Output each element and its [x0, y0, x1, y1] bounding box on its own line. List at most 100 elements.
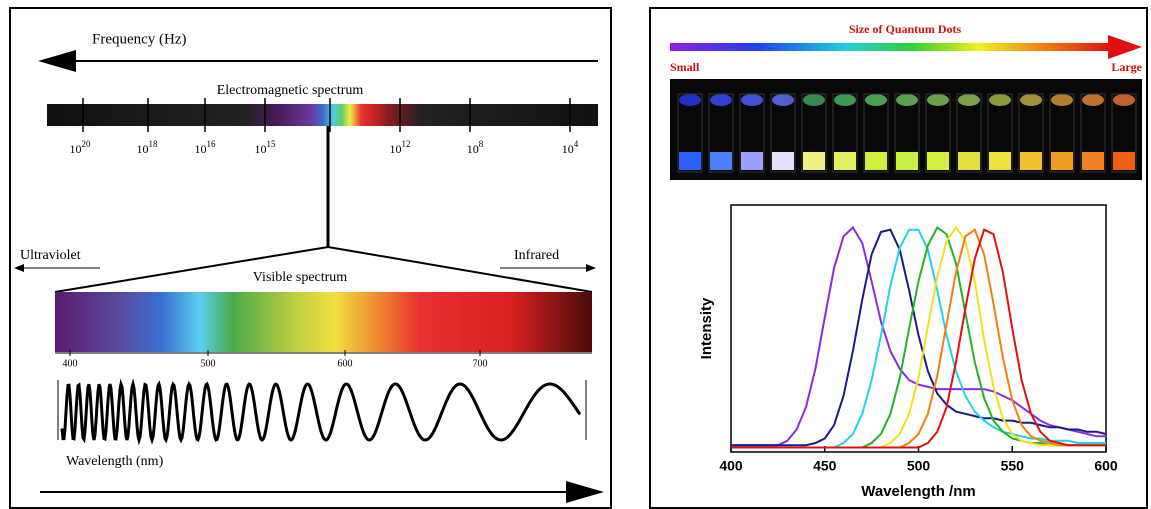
- visible-tick-label: 700: [473, 358, 488, 369]
- em-bar: [47, 104, 598, 126]
- infrared-label: Infrared: [514, 248, 559, 263]
- vial-meniscus: [710, 94, 732, 106]
- vial-solution: [1051, 152, 1073, 170]
- vial-meniscus: [1113, 94, 1135, 106]
- vial-body: [832, 93, 858, 173]
- vial-meniscus: [803, 94, 825, 106]
- vial-meniscus: [927, 94, 949, 106]
- frequency-tick-label: 1012: [390, 139, 411, 156]
- vial-body: [739, 93, 765, 173]
- tick-base: 10: [467, 142, 479, 156]
- vial-solution: [710, 152, 732, 170]
- x-axis-label: Wavelength /nm: [861, 483, 975, 500]
- vial-body: [987, 93, 1013, 173]
- tick-exponent: 4: [574, 139, 579, 149]
- quantum-dot-panel: Size of Quantum Dots Small Large 400 450 5…: [649, 7, 1148, 509]
- ultraviolet-label: Ultraviolet: [20, 248, 81, 263]
- frequency-tick-label: 1020: [70, 139, 92, 156]
- qd-title: Size of Quantum Dots: [849, 22, 962, 36]
- vial-solution: [834, 152, 856, 170]
- visible-tick-label: 400: [63, 358, 78, 369]
- frequency-ticks: 1020 1018 1016 1015 1012 108 104: [70, 98, 579, 156]
- vial-solution: [741, 152, 763, 170]
- vial-meniscus: [865, 94, 887, 106]
- large-label: Large: [1111, 60, 1142, 74]
- y-axis-label: Intensity: [698, 297, 715, 359]
- vial-body: [863, 93, 889, 173]
- vial-meniscus: [896, 94, 918, 106]
- visible-ticks: 400 500 600 700: [63, 350, 488, 369]
- tick-base: 10: [390, 142, 402, 156]
- vial-body: [956, 93, 982, 173]
- vial-meniscus: [834, 94, 856, 106]
- vial-solution: [927, 152, 949, 170]
- vial-solution: [1020, 152, 1042, 170]
- zoom-fan: [54, 245, 593, 293]
- visible-bar: [55, 292, 592, 352]
- vial-body: [708, 93, 734, 173]
- vial-body: [1049, 93, 1075, 173]
- tick-exponent: 18: [149, 139, 159, 149]
- vial-meniscus: [741, 94, 763, 106]
- vial-body: [677, 93, 703, 173]
- frequency-arrowhead: [38, 50, 76, 72]
- tick-exponent: 12: [402, 139, 411, 149]
- size-arrowhead: [1108, 35, 1142, 59]
- vial-meniscus: [989, 94, 1011, 106]
- vial-body: [1018, 93, 1044, 173]
- vial-meniscus: [679, 94, 701, 106]
- vial-body: [801, 93, 827, 173]
- vial-meniscus: [1082, 94, 1104, 106]
- ir-arrowhead: [586, 264, 596, 272]
- vial-solution: [1113, 152, 1135, 170]
- uv-arrowhead: [14, 264, 24, 272]
- tick-base: 10: [70, 142, 82, 156]
- frequency-tick-label: 1016: [195, 139, 217, 156]
- tick-exponent: 16: [207, 139, 217, 149]
- tick-base: 10: [562, 142, 574, 156]
- em-title: Electromagnetic spectrum: [217, 83, 364, 98]
- emission-chart: 400 450 500 550 600 Wavelength /nm Intensity: [698, 204, 1118, 500]
- visible-title: Visible spectrum: [253, 270, 348, 285]
- x-tick-label: 550: [1001, 458, 1025, 474]
- wavelength-arrowhead: [566, 481, 604, 503]
- x-tick-label: 600: [1094, 458, 1118, 474]
- series-line: [731, 225, 1106, 447]
- frequency-tick-label: 1018: [137, 139, 159, 156]
- vial-body: [925, 93, 951, 173]
- vial-meniscus: [1051, 94, 1073, 106]
- wave: [60, 378, 582, 446]
- tick-base: 10: [137, 142, 149, 156]
- vial-solution: [772, 152, 794, 170]
- vial-meniscus: [772, 94, 794, 106]
- vial-solution: [679, 152, 701, 170]
- x-tick-label: 450: [813, 458, 837, 474]
- vial-body: [1080, 93, 1106, 173]
- size-arrow: [670, 43, 1110, 51]
- x-tick-label: 400: [719, 458, 743, 474]
- vial-body: [770, 93, 796, 173]
- vial-solution: [1082, 152, 1104, 170]
- vial-solution: [989, 152, 1011, 170]
- tick-base: 10: [195, 142, 207, 156]
- x-tick-label: 500: [907, 458, 931, 474]
- vial-solution: [865, 152, 887, 170]
- visible-tick-label: 500: [201, 358, 216, 369]
- visible-tick-label: 600: [338, 358, 353, 369]
- small-label: Small: [670, 60, 700, 74]
- series-line: [731, 228, 1107, 447]
- frequency-tick-label: 104: [562, 139, 579, 156]
- vial-solution: [896, 152, 918, 170]
- vial-solution: [958, 152, 980, 170]
- series-line: [731, 228, 1106, 449]
- panel-border: [9, 7, 612, 509]
- frequency-tick-label: 1015: [255, 139, 277, 156]
- spectrum-diagram: Frequency (Hz) Electromagnetic spectrum …: [9, 7, 612, 509]
- tick-base: 10: [255, 142, 267, 156]
- vial-solution: [803, 152, 825, 170]
- wavelength-label: Wavelength (nm): [66, 454, 164, 469]
- vial-meniscus: [1020, 94, 1042, 106]
- vial-meniscus: [958, 94, 980, 106]
- vial-body: [1111, 93, 1137, 173]
